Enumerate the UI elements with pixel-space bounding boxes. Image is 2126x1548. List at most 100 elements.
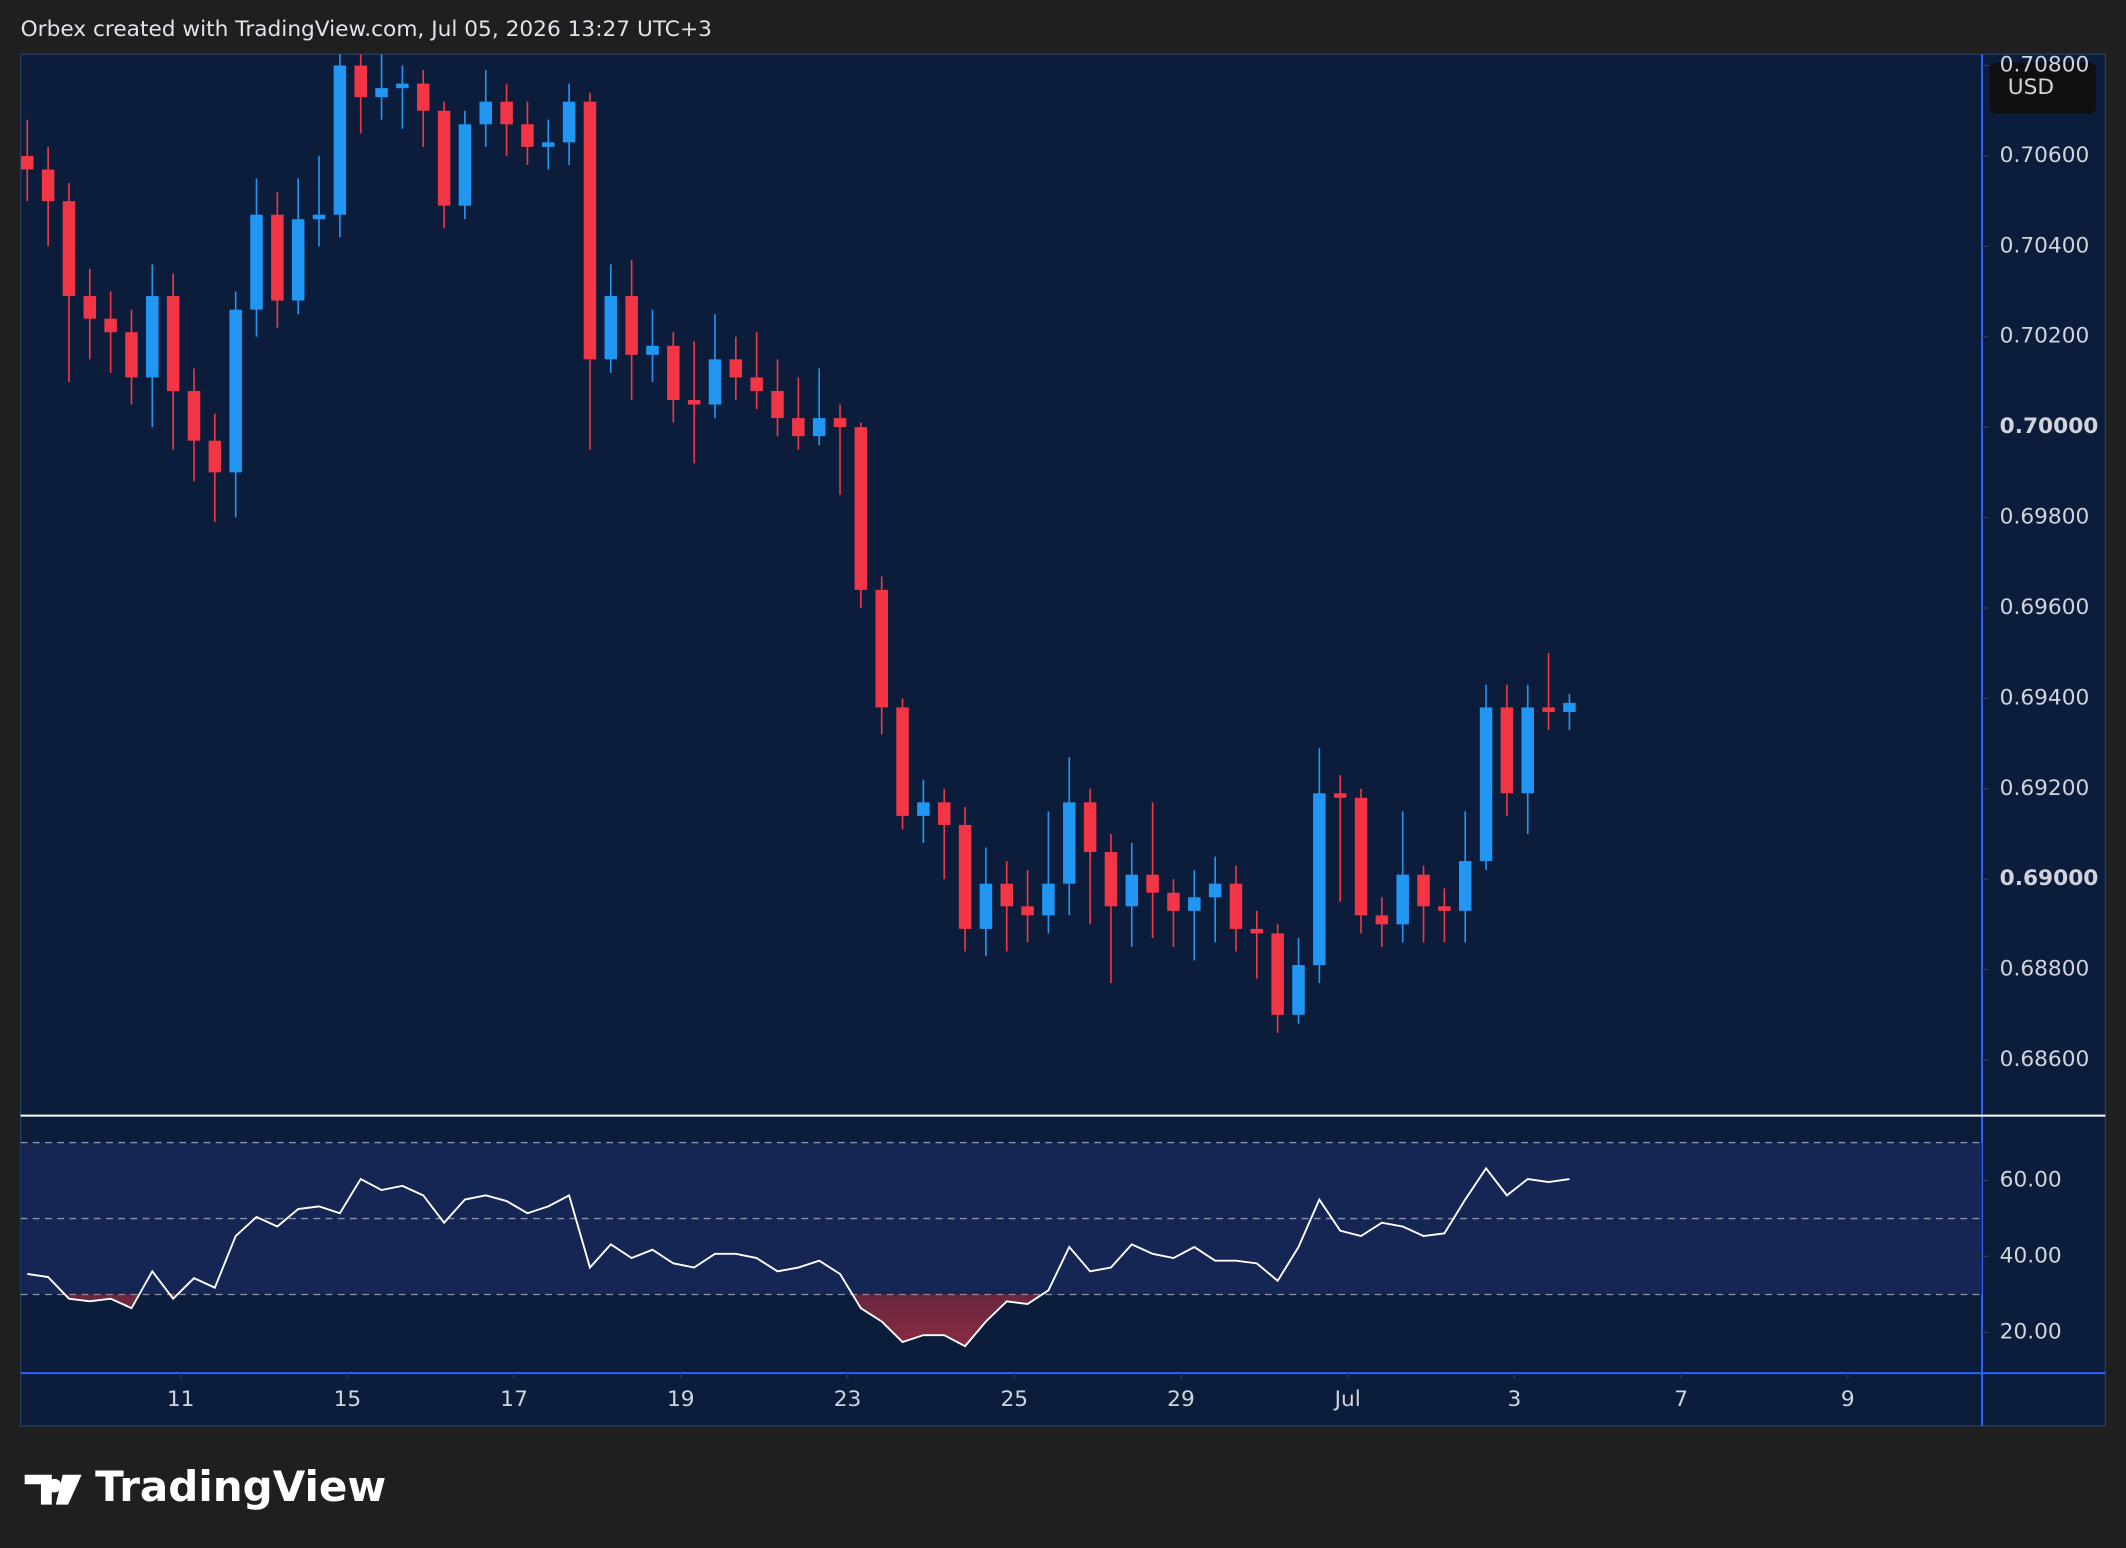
logo-mark <box>24 1474 82 1505</box>
candle-body <box>291 219 305 301</box>
x-tick-label: 9 <box>1841 1387 1855 1412</box>
candle-body <box>1500 707 1514 794</box>
candle-body <box>1292 965 1305 1015</box>
candle-body <box>1167 892 1180 911</box>
x-tick-label: 25 <box>1000 1387 1028 1412</box>
candle-body <box>958 824 972 929</box>
y-tick-label: 40.00 <box>2000 1244 2062 1269</box>
candle-body <box>625 296 638 355</box>
candle-body <box>1188 897 1201 911</box>
candle-body <box>271 214 284 301</box>
candle-body <box>416 83 430 111</box>
y-tick-label: 0.68600 <box>2000 1047 2090 1072</box>
x-tick-label: 15 <box>334 1387 362 1412</box>
candle-body <box>583 101 597 360</box>
candle-body <box>187 390 201 441</box>
candle-body <box>1271 933 1284 1015</box>
candle-body <box>792 418 805 437</box>
y-tick-label: 0.69400 <box>2000 685 2090 710</box>
x-tick-label: 11 <box>167 1387 195 1412</box>
brand: TradingView <box>95 1462 386 1511</box>
candle-body <box>312 214 326 220</box>
candle-body <box>1563 702 1576 712</box>
candle-body <box>1229 883 1243 929</box>
candle-body <box>687 400 701 405</box>
candle-body <box>500 101 513 125</box>
candle-body <box>146 296 159 378</box>
candle-body <box>1250 928 1264 934</box>
candle-body <box>833 418 847 428</box>
candle-body <box>1375 915 1389 925</box>
y-tick-label: 0.70200 <box>2000 324 2090 349</box>
candle-body <box>812 418 826 437</box>
candle-body <box>1146 874 1159 893</box>
rsi-line <box>27 1166 1570 1348</box>
y-tick-label: 0.70000 <box>2000 414 2099 439</box>
candle-body <box>1438 906 1451 911</box>
y-tick-label: 0.69000 <box>2000 866 2099 891</box>
candle-body <box>1354 797 1368 916</box>
candle-body <box>729 359 743 378</box>
candle-body <box>250 214 263 310</box>
candle-body <box>479 101 493 125</box>
candle-body <box>667 345 680 401</box>
currency: USD <box>2008 75 2054 100</box>
candle-body <box>896 707 909 816</box>
candle-body <box>104 318 117 333</box>
candle-body <box>62 201 76 297</box>
candle-body <box>1396 874 1409 925</box>
y-tick-label: 0.70800 <box>2000 53 2090 78</box>
x-tick-label: Jul <box>1333 1387 1361 1412</box>
candle-body <box>1417 874 1430 907</box>
candle-body <box>917 802 930 816</box>
x-tick-label: 29 <box>1167 1387 1195 1412</box>
y-tick-label: 0.69600 <box>2000 595 2090 620</box>
candle-body <box>166 296 180 391</box>
candle-body <box>771 390 784 419</box>
candle-body <box>437 110 451 206</box>
candle-body <box>354 65 367 98</box>
candle-body <box>1479 707 1493 862</box>
candle-body <box>1313 793 1326 966</box>
candle-body <box>333 65 347 215</box>
y-tick-label: 0.70600 <box>2000 143 2090 168</box>
y-tick-label: 0.69800 <box>2000 505 2090 530</box>
candle-body <box>83 296 97 319</box>
candle-body <box>229 309 242 473</box>
candle-body <box>1021 906 1034 916</box>
y-tick-label: 60.00 <box>2000 1168 2062 1193</box>
candle-body <box>396 83 409 89</box>
candle-body <box>1542 707 1555 712</box>
x-tick-label: 17 <box>500 1387 528 1412</box>
candle-body <box>1333 793 1347 798</box>
candle-body <box>875 589 888 708</box>
candle-body <box>979 883 993 929</box>
currency-badge <box>1990 62 2096 114</box>
candle-body <box>1208 883 1222 898</box>
y-tick-label: 0.68800 <box>2000 957 2090 982</box>
candle-body <box>937 802 951 825</box>
candle-body <box>1063 802 1076 884</box>
y-tick-label: 20.00 <box>2000 1319 2062 1344</box>
candle-body <box>375 88 388 98</box>
candle-body <box>750 377 763 391</box>
y-tick-label: 0.70400 <box>2000 233 2090 258</box>
logo <box>24 1474 82 1505</box>
x-tick-label: 7 <box>1674 1387 1688 1412</box>
candle-body <box>1083 802 1097 853</box>
candle-body <box>208 440 222 473</box>
candle-body <box>1458 861 1472 911</box>
candle-body <box>1104 852 1118 907</box>
candle-body <box>854 427 868 590</box>
x-tick-label: 23 <box>834 1387 862 1412</box>
oversold-fill <box>64 1294 1043 1347</box>
candle-body <box>1125 874 1139 907</box>
candle-body <box>21 155 34 170</box>
y-tick-label: 0.69200 <box>2000 776 2090 801</box>
candle-body <box>458 124 472 206</box>
candle-body <box>1042 883 1055 916</box>
candle-body <box>41 169 55 202</box>
x-tick-label: 19 <box>667 1387 695 1412</box>
